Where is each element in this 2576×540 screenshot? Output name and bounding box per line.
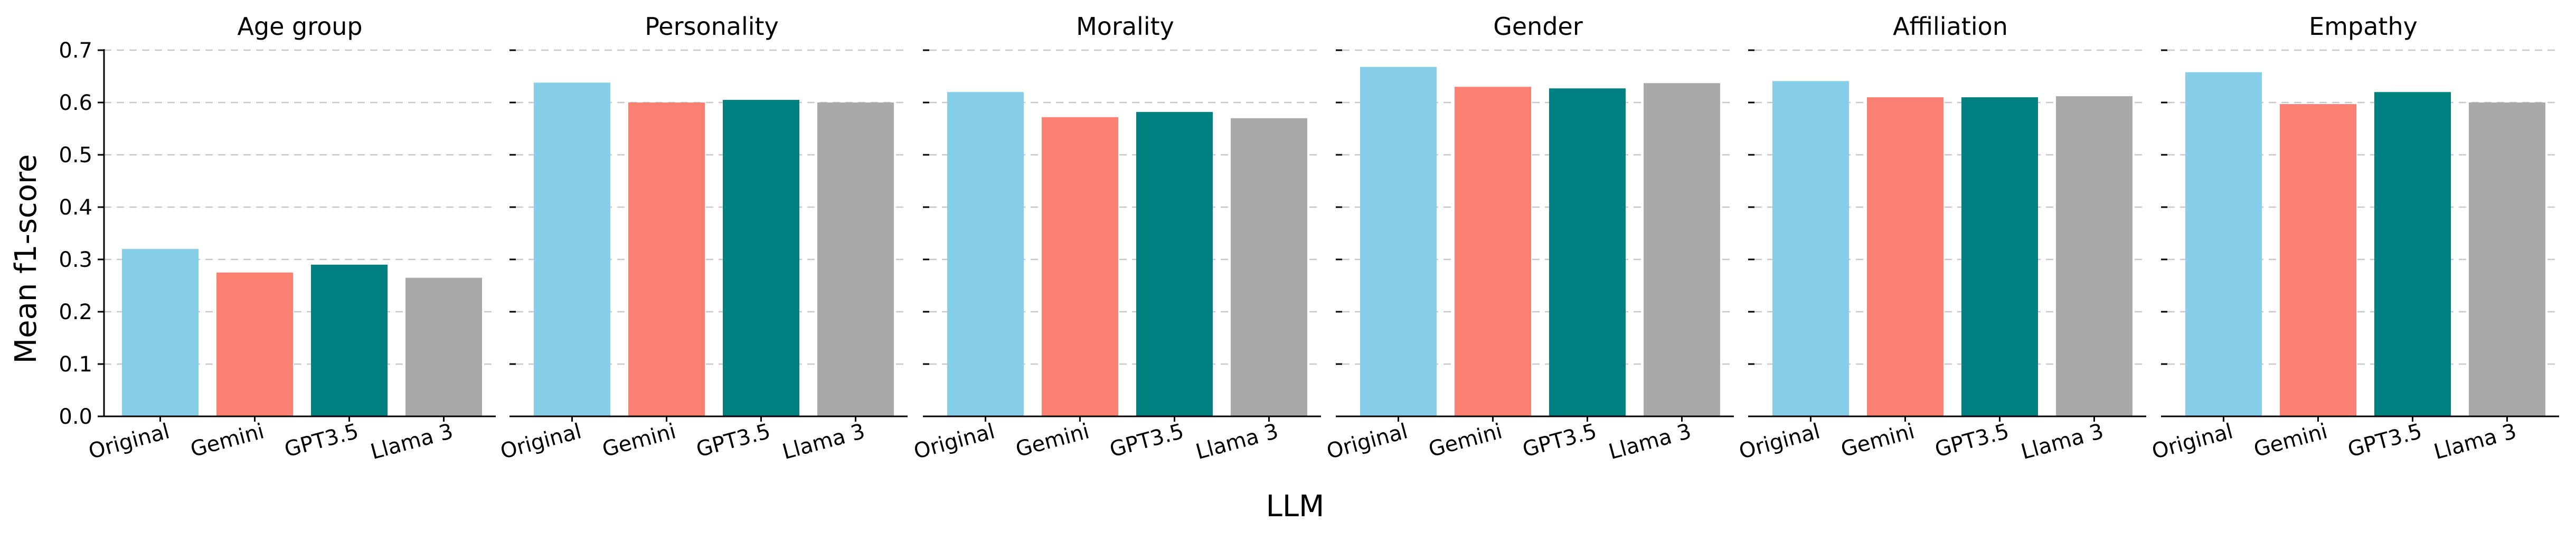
x-tick-label-0-2: GPT3.5 <box>282 419 361 462</box>
x-tick-label-4-0: Original <box>1737 419 1823 464</box>
x-axis-label: LLM <box>1266 489 1325 524</box>
y-tick-label-0: 0.0 <box>59 405 92 429</box>
bar-3-1 <box>1455 87 1531 417</box>
y-tick-label-7: 0.7 <box>59 39 92 63</box>
panel-0: 0.0 0.1 0.2 0.3 0.4 0.5 0.6 0.7 Original Gemini GP… <box>59 12 496 464</box>
x-tick-label-2-2: GPT3.5 <box>1107 419 1186 462</box>
y-tick-label-4: 0.4 <box>59 195 92 220</box>
x-tick-label-0-0: Original <box>86 419 172 464</box>
x-tick-label-3-3: Llama 3 <box>1606 419 1694 464</box>
panel-2: Original Gemini GPT3.5 Llama 3 Morality <box>911 12 1321 464</box>
bar-1-0 <box>534 82 610 416</box>
bar-0-1 <box>216 272 293 416</box>
panel-title-1: Personality <box>645 12 779 41</box>
bar-5-2 <box>2374 92 2451 416</box>
x-tick-label-3-0: Original <box>1324 419 1410 464</box>
x-tick-label-2-1: Gemini <box>1013 419 1092 462</box>
panel-1: Original Gemini GPT3.5 Llama 3 Personality <box>498 12 908 464</box>
y-tick-label-2: 0.2 <box>59 300 92 324</box>
x-tick-label-4-3: Llama 3 <box>2018 419 2106 464</box>
bar-4-1 <box>1867 97 1943 417</box>
bar-4-2 <box>1961 97 2038 417</box>
x-tick-label-4-2: GPT3.5 <box>1932 419 2012 462</box>
y-axis-label: Mean f1-score <box>9 154 43 364</box>
x-tick-label-3-1: Gemini <box>1426 419 1505 462</box>
x-tick-label-0-1: Gemini <box>188 419 267 462</box>
y-tick-label-3: 0.3 <box>59 248 92 272</box>
bar-5-3 <box>2469 103 2545 416</box>
x-tick-label-1-2: GPT3.5 <box>694 419 773 462</box>
bar-1-1 <box>628 103 705 416</box>
panel-3: Original Gemini GPT3.5 Llama 3 Gender <box>1324 12 1734 464</box>
x-tick-label-4-1: Gemini <box>1838 419 1917 462</box>
bar-3-0 <box>1360 67 1437 417</box>
y-tick-label-1: 0.1 <box>59 352 92 377</box>
panel-title-2: Morality <box>1076 12 1174 41</box>
panel-title-4: Affiliation <box>1893 12 2008 41</box>
bar-2-3 <box>1231 118 1307 416</box>
x-tick-label-5-2: GPT3.5 <box>2345 419 2424 462</box>
panel-4: Original Gemini GPT3.5 Llama 3 Affiliation <box>1737 12 2146 464</box>
x-tick-label-3-2: GPT3.5 <box>1520 419 1599 462</box>
x-tick-label-1-1: Gemini <box>600 419 678 462</box>
y-tick-label-6: 0.6 <box>59 91 92 115</box>
panel-title-5: Empathy <box>2309 12 2418 41</box>
bar-3-2 <box>1549 88 1626 416</box>
x-tick-label-2-3: Llama 3 <box>1193 419 1281 464</box>
panel-title-3: Gender <box>1493 12 1583 41</box>
bar-0-2 <box>311 264 388 416</box>
x-tick-label-2-0: Original <box>911 419 997 464</box>
bar-2-0 <box>947 92 1024 416</box>
x-tick-label-5-0: Original <box>2149 419 2235 464</box>
x-tick-label-5-1: Gemini <box>2251 419 2330 462</box>
bar-2-2 <box>1136 111 1213 416</box>
bar-0-3 <box>405 277 482 416</box>
panel-5: Original Gemini GPT3.5 Llama 3 Empathy <box>2149 12 2559 464</box>
x-tick-label-0-3: Llama 3 <box>368 419 456 464</box>
y-tick-label-5: 0.5 <box>59 143 92 167</box>
bar-5-0 <box>2185 72 2262 416</box>
bar-3-3 <box>1644 83 1720 416</box>
bar-4-0 <box>1772 81 1849 416</box>
bar-1-2 <box>723 100 799 417</box>
panel-title-0: Age group <box>237 12 362 41</box>
bar-0-0 <box>122 249 199 416</box>
bar-2-1 <box>1042 117 1118 417</box>
bar-1-3 <box>817 103 894 416</box>
bar-5-1 <box>2280 104 2356 417</box>
x-tick-label-5-3: Llama 3 <box>2431 419 2519 464</box>
bar-4-3 <box>2056 96 2132 416</box>
x-tick-label-1-0: Original <box>498 419 584 464</box>
x-tick-label-1-3: Llama 3 <box>780 419 867 464</box>
